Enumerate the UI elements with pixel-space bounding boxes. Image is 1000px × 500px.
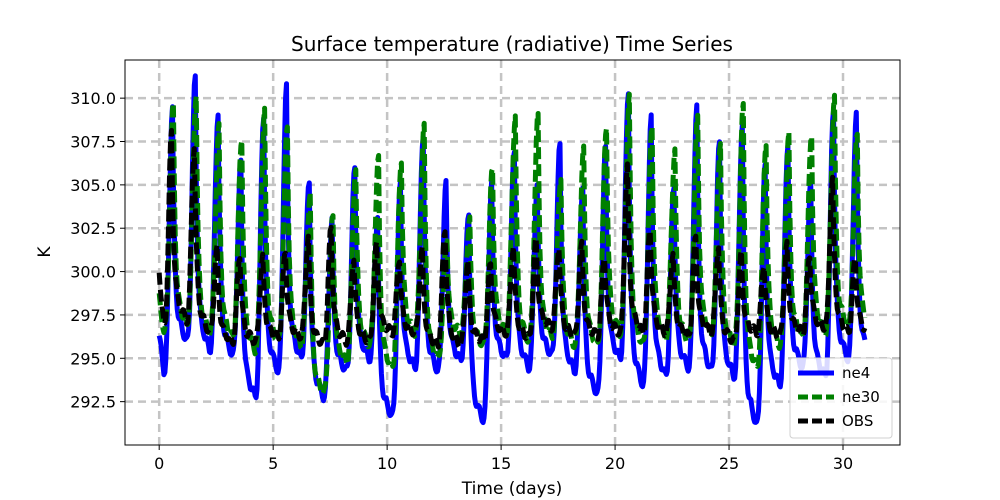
- legend-label-obs: OBS: [842, 412, 873, 430]
- y-tick-label: 297.5: [70, 306, 116, 325]
- series-line-obs: [156, 127, 868, 350]
- x-tick-label: 30: [833, 454, 853, 473]
- legend-label-ne4: ne4: [842, 364, 870, 382]
- x-tick-label: 10: [377, 454, 397, 473]
- x-axis: 0 5 10 15 20 25 30: [154, 445, 853, 473]
- y-tick-label: 307.5: [70, 133, 116, 152]
- x-tick-label: 0: [154, 454, 164, 473]
- x-tick-label: 15: [491, 454, 511, 473]
- series-lines: [156, 73, 868, 426]
- legend-box: [789, 357, 893, 439]
- legend: ne4 ne30 OBS: [789, 357, 893, 439]
- y-tick-label: 305.0: [70, 176, 116, 195]
- plot-area-frame: [124, 59, 901, 446]
- x-tick-label: 5: [268, 454, 278, 473]
- chart-title: Surface temperature (radiative) Time Ser…: [291, 32, 733, 56]
- x-tick-label: 25: [719, 454, 739, 473]
- y-axis: 292.5 295.0 297.5 300.0 302.5 305.0 307.5 310.0: [70, 89, 125, 412]
- y-tick-label: 295.0: [70, 349, 116, 368]
- y-axis-label: K: [35, 246, 55, 258]
- y-tick-label: 292.5: [70, 393, 116, 412]
- legend-label-ne30: ne30: [842, 388, 880, 406]
- x-tick-label: 20: [605, 454, 625, 473]
- y-tick-label: 300.0: [70, 263, 116, 282]
- x-axis-label: Time (days): [461, 479, 562, 499]
- y-tick-label: 310.0: [70, 89, 116, 108]
- y-tick-label: 302.5: [70, 219, 116, 238]
